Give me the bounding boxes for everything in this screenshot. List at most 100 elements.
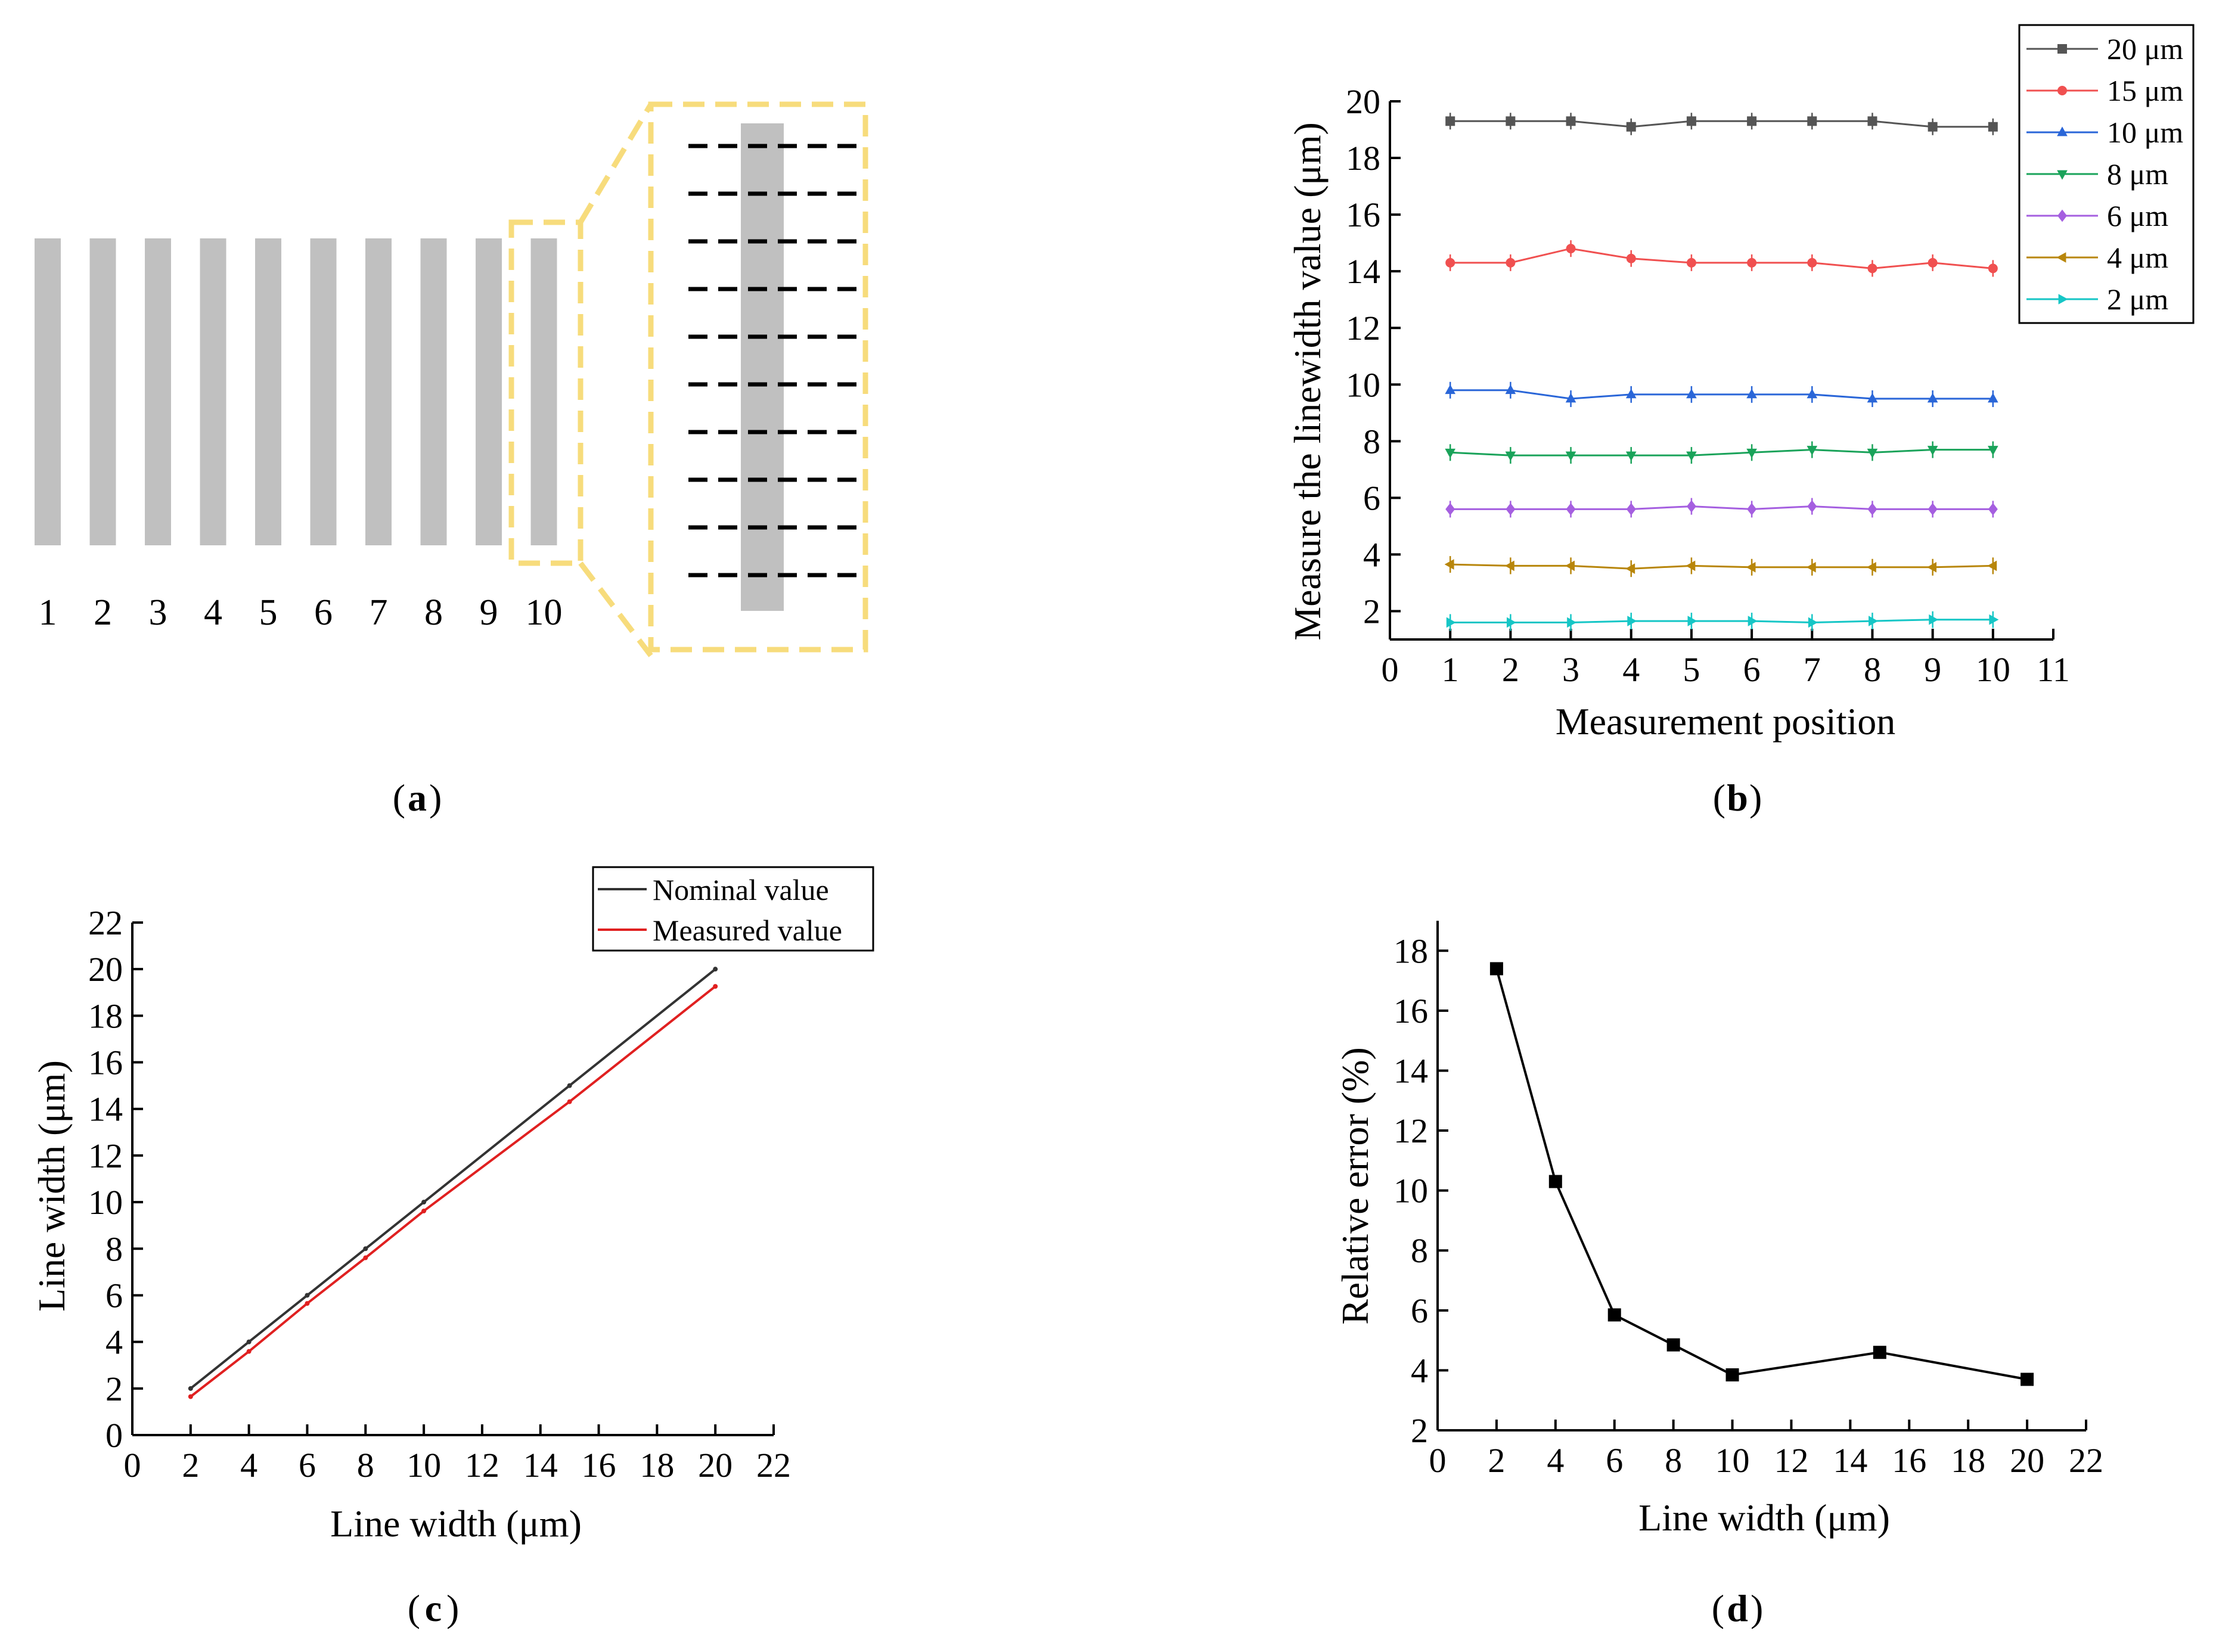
a-zoom-bar [741,123,784,611]
caption-d-open: ( [1712,1587,1724,1629]
b-point-1-4 [1686,257,1696,268]
b-point-5-8 [1927,562,1937,573]
b-point-3-1 [1505,451,1516,461]
d-ytick-label-10: 10 [1393,1172,1428,1210]
b-series-line-3 [1450,449,1993,457]
b-point-3-6 [1807,446,1818,456]
b-point-1-1 [1506,257,1516,268]
b-xtick-label-1: 1 [1442,650,1459,689]
a-bar-1 [35,238,61,545]
d-point-0 [1489,962,1503,976]
d-point-1 [1548,1175,1562,1188]
b-point-6-7 [1869,616,1879,626]
caption-d: d [1727,1587,1748,1629]
b-legend-label-2: 10 μm [2107,116,2183,149]
b-point-0-4 [1686,116,1696,126]
caption-b-close: ) [1749,777,1762,819]
caption-a-close: ) [429,777,442,819]
b-ytick-label-10: 10 [1346,365,1380,404]
b-point-4-7 [1867,502,1877,516]
a-bar-10 [530,238,557,545]
b-point-3-8 [1927,446,1938,456]
d-point-2 [1607,1308,1621,1322]
c-point-0-2 [305,1293,310,1298]
b-legend-marker-1 [2057,86,2067,95]
b-point-4-6 [1807,500,1817,513]
b-series-line-5 [1450,563,1993,570]
b-xtick-label-9: 9 [1924,650,1941,689]
b-point-0-8 [1928,122,1938,132]
b-xtick-label-5: 5 [1683,650,1700,689]
c-ytick-label-14: 14 [88,1090,123,1129]
d-point-3 [1666,1338,1680,1352]
b-point-5-2 [1565,560,1575,572]
d-ytick-label-6: 6 [1411,1291,1428,1330]
b-point-0-2 [1566,116,1576,126]
b-point-1-2 [1566,244,1576,254]
c-point-1-2 [305,1301,310,1306]
c-ytick-label-22: 22 [88,903,123,942]
c-ytick-label-6: 6 [105,1276,123,1315]
b-xtick-label-7: 7 [1804,650,1821,689]
c-ytick-label-20: 20 [88,950,123,989]
b-point-3-3 [1625,451,1637,461]
d-ytick-label-14: 14 [1393,1051,1428,1090]
c-point-1-5 [567,1099,572,1104]
d-ytick-label-12: 12 [1393,1111,1428,1150]
c-legend-box [592,866,874,952]
caption-b: b [1727,777,1748,819]
d-xtick-label-18: 18 [1951,1441,1985,1480]
b-point-2-3 [1625,389,1637,399]
b-point-2-7 [1867,393,1878,403]
b-point-1-3 [1626,253,1636,263]
b-ytick-label-16: 16 [1346,195,1380,234]
b-legend-marker-4 [2057,209,2067,222]
b-legend-label-3: 8 μm [2107,157,2168,191]
b-point-4-2 [1566,502,1576,516]
b-point-6-5 [1748,616,1758,626]
c-ylabel: Line width (μm) [30,1060,73,1312]
d-ytick-label-2: 2 [1411,1411,1428,1450]
b-ytick-label-8: 8 [1363,422,1380,461]
b-point-3-5 [1746,448,1757,458]
c-xtick-label-4: 4 [240,1446,257,1485]
c-point-0-0 [188,1386,193,1391]
b-point-0-6 [1807,116,1817,126]
b-point-4-1 [1506,502,1516,516]
b-ytick-label-12: 12 [1346,309,1380,347]
d-point-6 [2021,1372,2034,1386]
b-legend-label-1: 15 μm [2107,74,2183,107]
b-xtick-label-3: 3 [1562,650,1579,689]
b-point-1-8 [1928,257,1938,268]
b-point-2-0 [1445,384,1455,395]
d-xtick-label-20: 20 [2010,1441,2044,1480]
a-bar-7 [365,238,392,545]
b-legend-marker-3 [2057,170,2068,180]
b-point-3-2 [1565,451,1576,461]
b-ytick-label-18: 18 [1346,139,1380,178]
a-position-labels: 1 2 3 4 5 6 7 8 9 10 [39,592,563,633]
b-point-0-9 [1988,122,1998,132]
c-xtick-label-8: 8 [357,1446,374,1485]
a-bar-9 [476,238,502,545]
a-label-8: 8 [424,592,443,633]
b-point-1-9 [1988,263,1998,274]
c-ytick-label-12: 12 [88,1136,123,1175]
b-legend-marker-6 [2058,294,2068,305]
c-ytick-label-10: 10 [88,1183,123,1222]
b-point-6-0 [1446,617,1456,628]
b-point-3-4 [1686,451,1697,461]
c-point-1-0 [188,1394,193,1399]
b-point-0-7 [1867,116,1877,126]
d-xtick-label-12: 12 [1774,1441,1808,1480]
d-xtick-label-16: 16 [1892,1441,1926,1480]
a-bars [35,238,557,545]
c-xtick-label-0: 0 [124,1446,141,1485]
b-ytick-label-14: 14 [1346,252,1380,291]
c-xtick-label-2: 2 [182,1446,199,1485]
b-point-6-2 [1567,617,1577,628]
